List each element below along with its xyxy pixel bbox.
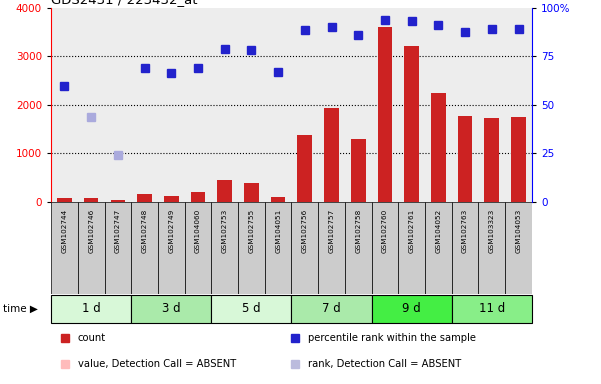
Bar	[191, 192, 206, 202]
FancyBboxPatch shape	[212, 295, 291, 323]
Text: GSM102755: GSM102755	[248, 209, 254, 253]
FancyBboxPatch shape	[371, 295, 452, 323]
Text: value, Detection Call = ABSENT: value, Detection Call = ABSENT	[78, 359, 236, 369]
Text: count: count	[78, 333, 106, 343]
FancyBboxPatch shape	[425, 202, 452, 294]
FancyBboxPatch shape	[238, 202, 265, 294]
Text: GSM102756: GSM102756	[302, 209, 308, 253]
Bar	[185, 8, 212, 202]
FancyBboxPatch shape	[505, 202, 532, 294]
Bar	[218, 180, 232, 202]
Bar	[78, 8, 105, 202]
Bar	[51, 8, 78, 202]
FancyBboxPatch shape	[131, 202, 158, 294]
FancyBboxPatch shape	[371, 202, 398, 294]
FancyBboxPatch shape	[158, 202, 185, 294]
Text: GSM103323: GSM103323	[489, 209, 495, 253]
FancyBboxPatch shape	[478, 202, 505, 294]
Bar	[452, 8, 478, 202]
Bar	[105, 8, 131, 202]
Text: 9 d: 9 d	[402, 302, 421, 315]
Text: GSM102753: GSM102753	[222, 209, 228, 253]
Bar	[398, 8, 425, 202]
Bar	[131, 8, 158, 202]
Bar	[57, 198, 72, 202]
Bar	[458, 116, 472, 202]
Text: percentile rank within the sample: percentile rank within the sample	[308, 333, 477, 343]
Bar	[318, 8, 345, 202]
FancyBboxPatch shape	[212, 202, 238, 294]
FancyBboxPatch shape	[51, 202, 78, 294]
FancyBboxPatch shape	[51, 295, 131, 323]
FancyBboxPatch shape	[265, 202, 291, 294]
Text: 5 d: 5 d	[242, 302, 261, 315]
FancyBboxPatch shape	[345, 202, 371, 294]
Text: 11 d: 11 d	[478, 302, 505, 315]
Text: GSM102746: GSM102746	[88, 209, 94, 253]
Bar	[164, 196, 178, 202]
Text: GSM102758: GSM102758	[355, 209, 361, 253]
Bar	[158, 8, 185, 202]
Text: GSM104052: GSM104052	[435, 209, 441, 253]
Text: rank, Detection Call = ABSENT: rank, Detection Call = ABSENT	[308, 359, 462, 369]
Text: 7 d: 7 d	[322, 302, 341, 315]
FancyBboxPatch shape	[185, 202, 212, 294]
Bar	[324, 108, 339, 202]
Bar	[291, 8, 318, 202]
Bar	[511, 117, 526, 202]
FancyBboxPatch shape	[131, 295, 212, 323]
Text: 3 d: 3 d	[162, 302, 180, 315]
Text: GSM102761: GSM102761	[409, 209, 415, 253]
Text: GSM104053: GSM104053	[516, 209, 522, 253]
Bar	[377, 27, 392, 202]
Bar	[137, 194, 152, 202]
Text: GSM102748: GSM102748	[142, 209, 148, 253]
Text: 1 d: 1 d	[82, 302, 100, 315]
Bar	[238, 8, 265, 202]
FancyBboxPatch shape	[291, 295, 371, 323]
Bar	[84, 199, 99, 202]
Text: GSM102760: GSM102760	[382, 209, 388, 253]
Bar	[265, 8, 291, 202]
Text: time ▶: time ▶	[3, 304, 38, 314]
Text: GSM102747: GSM102747	[115, 209, 121, 253]
FancyBboxPatch shape	[78, 202, 105, 294]
Bar	[431, 93, 446, 202]
Text: GSM102757: GSM102757	[329, 209, 335, 253]
Bar	[484, 118, 499, 202]
Bar	[505, 8, 532, 202]
FancyBboxPatch shape	[398, 202, 425, 294]
Bar	[345, 8, 371, 202]
FancyBboxPatch shape	[291, 202, 318, 294]
FancyBboxPatch shape	[318, 202, 345, 294]
FancyBboxPatch shape	[452, 295, 532, 323]
Text: GSM102744: GSM102744	[61, 209, 67, 253]
Bar	[478, 8, 505, 202]
Bar	[371, 8, 398, 202]
Bar	[212, 8, 238, 202]
FancyBboxPatch shape	[452, 202, 478, 294]
Bar	[404, 46, 419, 202]
Bar	[271, 197, 285, 202]
Bar	[111, 200, 125, 202]
Bar	[425, 8, 452, 202]
Bar	[351, 139, 365, 202]
Text: GSM104060: GSM104060	[195, 209, 201, 253]
FancyBboxPatch shape	[105, 202, 131, 294]
Text: GSM102763: GSM102763	[462, 209, 468, 253]
Bar	[244, 183, 259, 202]
Text: GSM104051: GSM104051	[275, 209, 281, 253]
Text: GSM102749: GSM102749	[168, 209, 174, 253]
Text: GDS2431 / 223432_at: GDS2431 / 223432_at	[51, 0, 198, 7]
Bar	[297, 135, 312, 202]
